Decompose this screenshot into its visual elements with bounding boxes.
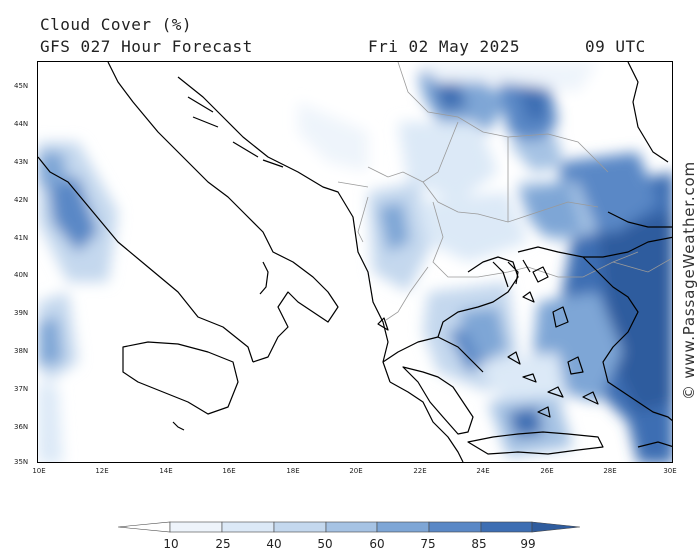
legend-swatch-50-60 xyxy=(325,521,378,533)
lat-label-42n: 42N xyxy=(14,196,29,204)
country-borders xyxy=(337,62,672,321)
legend-swatch-10-25 xyxy=(169,521,223,533)
legend-label-50: 50 xyxy=(317,537,333,551)
forecast-subtitle: GFS 027 Hour Forecast xyxy=(40,37,253,56)
forecast-time: 09 UTC xyxy=(585,37,646,56)
legend-colorbar xyxy=(118,521,581,533)
lat-label-44n: 44N xyxy=(14,120,29,128)
lon-label-12e: 12E xyxy=(95,467,109,475)
legend-label-25: 25 xyxy=(215,537,231,551)
legend-swatch-40-50 xyxy=(273,521,327,533)
lat-label-37n: 37N xyxy=(14,385,29,393)
lat-label-39n: 39N xyxy=(14,309,29,317)
chart-title: Cloud Cover (%) xyxy=(40,15,192,34)
lon-label-14e: 14E xyxy=(159,467,173,475)
legend-label-10: 10 xyxy=(163,537,179,551)
coastlines xyxy=(38,62,672,462)
legend-label-85: 85 xyxy=(471,537,487,551)
legend-label-99: 99 xyxy=(520,537,536,551)
watermark-text: © www.PassageWeather.com xyxy=(680,161,698,400)
legend-label-75: 75 xyxy=(420,537,436,551)
lat-label-35n: 35N xyxy=(14,458,29,466)
map-area xyxy=(37,61,673,463)
lon-label-28e: 28E xyxy=(603,467,617,475)
forecast-date: Fri 02 May 2025 xyxy=(368,37,520,56)
lon-label-16e: 16E xyxy=(222,467,236,475)
lon-label-22e: 22E xyxy=(413,467,427,475)
lon-label-18e: 18E xyxy=(286,467,300,475)
lat-label-45n: 45N xyxy=(14,82,29,90)
lon-label-20e: 20E xyxy=(349,467,363,475)
legend-label-40: 40 xyxy=(266,537,282,551)
cloud-cover-map xyxy=(38,62,672,462)
lon-label-10e: 10E xyxy=(32,467,46,475)
lat-label-36n: 36N xyxy=(14,423,29,431)
lat-label-38n: 38N xyxy=(14,347,29,355)
legend-swatch-75-85 xyxy=(428,521,482,533)
legend-swatch-60-75 xyxy=(376,521,430,533)
legend-swatch-25-40 xyxy=(221,521,275,533)
legend-arrow-low xyxy=(118,521,171,533)
cloud-field xyxy=(38,62,672,462)
legend-swatch-85-99 xyxy=(480,521,533,533)
lon-label-26e: 26E xyxy=(540,467,554,475)
lat-label-43n: 43N xyxy=(14,158,29,166)
lon-label-24e: 24E xyxy=(476,467,490,475)
legend-label-60: 60 xyxy=(369,537,385,551)
lat-label-40n: 40N xyxy=(14,271,29,279)
legend-arrow-high xyxy=(531,521,581,533)
lon-label-30e: 30E xyxy=(663,467,677,475)
lat-label-41n: 41N xyxy=(14,234,29,242)
